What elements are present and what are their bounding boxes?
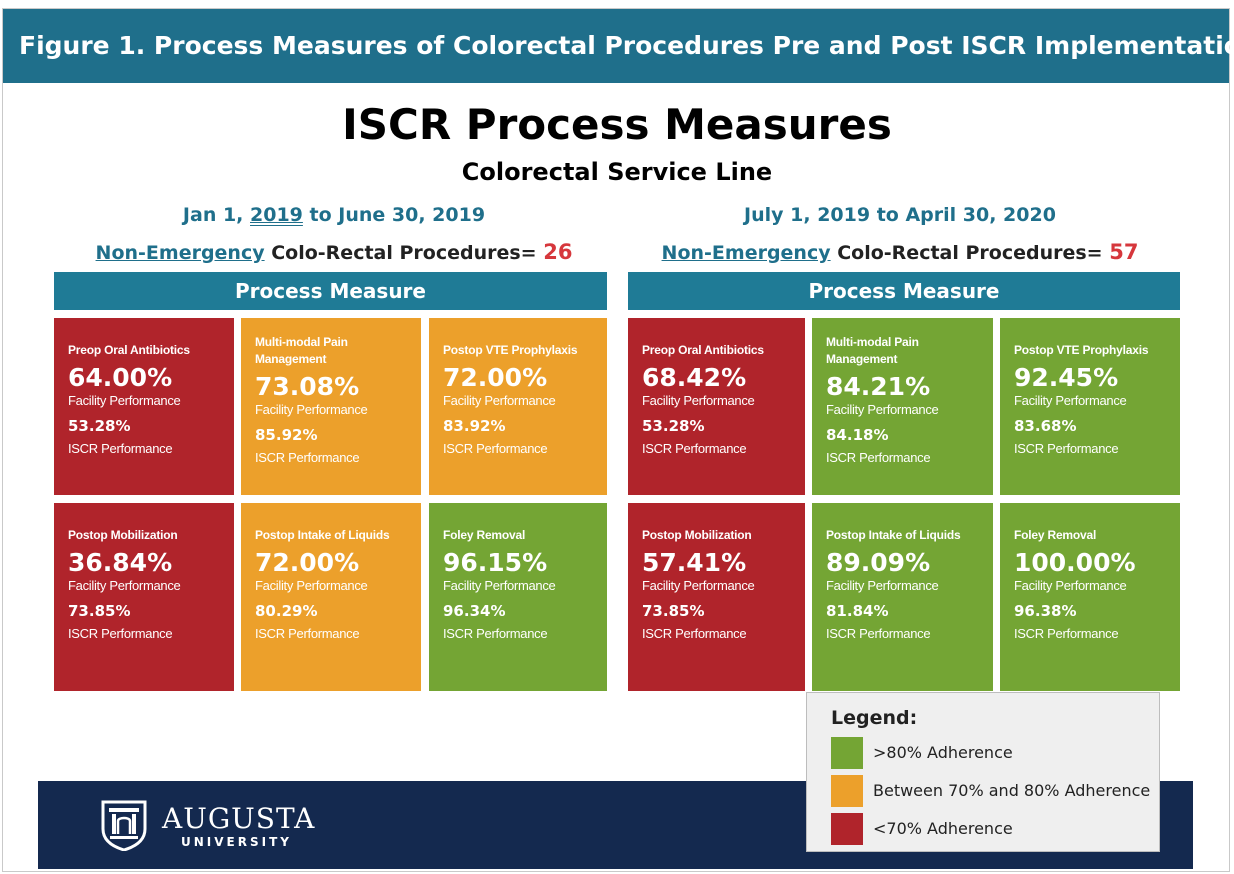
facility-value: 84.21% [826,372,931,401]
iscr-value: 84.18% [826,426,889,444]
facility-value: 36.84% [68,548,173,577]
measure-tile: Postop VTE Prophylaxis 72.00% Facility Per… [429,318,607,495]
measure-tile: Postop Intake of Liquids 72.00% Facility P… [241,503,421,691]
facility-label: Facility Performance [68,578,181,593]
iscr-value: 83.92% [443,417,506,435]
facility-label: Facility Performance [443,578,556,593]
measure-tile: Multi-modal Pain Management 84.21% Facilit… [812,318,993,495]
measure-tile: Postop Mobilization 57.41% Facility Perfor… [628,503,805,691]
logo-subtitle: UNIVERSITY [181,835,292,849]
measure-name: Postop Intake of Liquids [255,528,390,542]
footer-bar: AUGUSTA UNIVERSITY [38,781,1193,869]
facility-label: Facility Performance [255,402,368,417]
iscr-value: 80.29% [255,602,318,620]
augusta-arch-icon [101,800,147,851]
measure-tile: Foley Removal 96.15% Facility Performance 9… [429,503,607,691]
legend-label: <70% Adherence [873,819,1013,838]
period-pre-date: Jan 1, 2019 to June 30, 2019 [182,204,486,226]
facility-value: 96.15% [443,548,548,577]
page-title: ISCR Process Measures [342,100,892,149]
figure-title: Figure 1. Process Measures of Colorectal… [3,9,1234,83]
iscr-label: ISCR Performance [826,450,931,465]
iscr-label: ISCR Performance [1014,441,1119,456]
facility-label: Facility Performance [642,393,755,408]
measure-name: Foley Removal [1014,528,1097,542]
legend-swatch-red [831,813,863,845]
iscr-value: 53.28% [642,417,705,435]
facility-value: 68.42% [642,363,747,392]
process-measure-header-post: Process Measure [628,272,1180,310]
measure-name: Postop Mobilization [68,528,178,542]
measure-tile: Foley Removal 100.00% Facility Performance… [1000,503,1180,691]
iscr-value: 96.38% [1014,602,1077,620]
period-pre-procedures: Non-Emergency Colo-Rectal Procedures= 26 [95,240,573,264]
iscr-label: ISCR Performance [642,441,747,456]
measure-name: Preop Oral Antibiotics [642,343,764,357]
facility-label: Facility Performance [826,402,939,417]
facility-value: 64.00% [68,363,173,392]
facility-value: 72.00% [443,363,548,392]
iscr-label: ISCR Performance [443,626,548,641]
measure-name: Multi-modal Pain Management [255,335,348,366]
legend: Legend: >80% Adherence Between 70% and 8… [806,692,1160,852]
facility-value: 92.45% [1014,363,1119,392]
process-measure-header-pre: Process Measure [54,272,607,310]
iscr-value: 83.68% [1014,417,1077,435]
iscr-label: ISCR Performance [443,441,548,456]
legend-swatch-green [831,737,863,769]
iscr-value: 96.34% [443,602,506,620]
legend-label: >80% Adherence [873,743,1013,762]
measure-tile: Multi-modal Pain Management 73.08% Facilit… [241,318,421,495]
facility-value: 72.00% [255,548,360,577]
iscr-label: ISCR Performance [68,441,173,456]
iscr-label: ISCR Performance [826,626,931,641]
iscr-value: 73.85% [642,602,705,620]
facility-label: Facility Performance [255,578,368,593]
page-subtitle: Colorectal Service Line [461,158,773,186]
iscr-label: ISCR Performance [255,626,360,641]
facility-label: Facility Performance [1014,578,1127,593]
logo-name: AUGUSTA [162,802,316,835]
iscr-value: 53.28% [68,417,131,435]
measure-name: Postop Intake of Liquids [826,528,961,542]
measure-tile: Preop Oral Antibiotics 68.42% Facility Per… [628,318,805,495]
facility-label: Facility Performance [68,393,181,408]
facility-value: 89.09% [826,548,931,577]
measure-tile: Postop Intake of Liquids 89.09% Facility P… [812,503,993,691]
legend-title: Legend: [831,707,918,729]
measure-name: Postop VTE Prophylaxis [443,343,578,357]
facility-label: Facility Performance [642,578,755,593]
iscr-label: ISCR Performance [68,626,173,641]
measure-name: Postop VTE Prophylaxis [1014,343,1149,357]
facility-value: 57.41% [642,548,747,577]
facility-label: Facility Performance [826,578,939,593]
procedure-count: 57 [1109,240,1139,264]
measure-tile: Postop Mobilization 36.84% Facility Perfor… [54,503,234,691]
measure-tile: Preop Oral Antibiotics 64.00% Facility Per… [54,318,234,495]
iscr-value: 73.85% [68,602,131,620]
facility-value: 100.00% [1014,548,1136,577]
legend-label: Between 70% and 80% Adherence [873,781,1151,800]
facility-value: 73.08% [255,372,360,401]
legend-swatch-orange [831,775,863,807]
iscr-value: 85.92% [255,426,318,444]
iscr-label: ISCR Performance [642,626,747,641]
iscr-label: ISCR Performance [1014,626,1119,641]
procedure-count: 26 [543,240,573,264]
iscr-label: ISCR Performance [255,450,360,465]
iscr-value: 81.84% [826,602,889,620]
period-post-procedures: Non-Emergency Colo-Rectal Procedures= 57 [661,240,1139,264]
facility-label: Facility Performance [1014,393,1127,408]
measure-name: Preop Oral Antibiotics [68,343,190,357]
measure-name: Multi-modal Pain Management [826,335,919,366]
measure-tile: Postop VTE Prophylaxis 92.45% Facility Per… [1000,318,1180,495]
measure-name: Postop Mobilization [642,528,752,542]
measure-name: Foley Removal [443,528,526,542]
period-post-date: July 1, 2019 to April 30, 2020 [744,204,1056,226]
facility-label: Facility Performance [443,393,556,408]
